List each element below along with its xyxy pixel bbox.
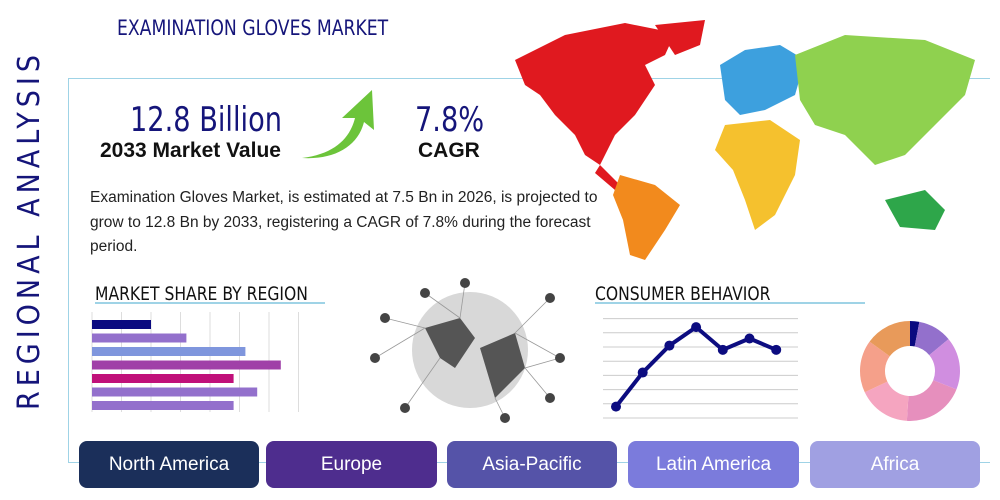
- bar: [92, 374, 234, 383]
- data-point: [771, 344, 782, 355]
- data-point: [744, 333, 755, 344]
- network-globe: [370, 278, 565, 423]
- region-asia-pacific-button[interactable]: Asia-Pacific: [447, 441, 617, 488]
- donut-slice: [929, 339, 960, 390]
- page-title: EXAMINATION GLOVES MARKET: [117, 16, 389, 40]
- market-value-label: 2033 Market Value: [100, 139, 281, 162]
- side-title: REGIONAL ANALYSIS: [12, 49, 47, 410]
- bar: [92, 320, 151, 329]
- region-north-america-button[interactable]: North America: [79, 441, 259, 488]
- region-africa-button[interactable]: Africa: [810, 441, 980, 488]
- donut-slice: [914, 321, 949, 356]
- description: Examination Gloves Market, is estimated …: [90, 189, 598, 255]
- map-europe: [720, 45, 805, 115]
- data-point: [637, 367, 648, 378]
- divider: [95, 302, 325, 304]
- map-oceania: [885, 190, 945, 230]
- consumer-donut-chart: [860, 321, 960, 421]
- map-greenland: [655, 20, 705, 55]
- green-up-arrow-icon: [302, 90, 374, 159]
- cagr-value: 7.8%: [415, 100, 485, 140]
- data-point: [611, 401, 621, 412]
- data-point: [691, 322, 702, 333]
- donut-slice: [906, 380, 957, 421]
- map-africa: [715, 120, 800, 230]
- bar: [92, 387, 258, 397]
- region-latin-america-button[interactable]: Latin America: [628, 441, 799, 488]
- world-map: [515, 20, 975, 260]
- cagr-label: CAGR: [418, 139, 480, 162]
- market-share-bar-chart: [91, 312, 299, 412]
- market-share-heading: MARKET SHARE BY REGION: [95, 283, 308, 305]
- bar: [92, 401, 234, 410]
- map-asia: [795, 35, 975, 165]
- donut-slice: [869, 321, 910, 357]
- donut-slice: [860, 341, 890, 393]
- divider: [595, 302, 865, 304]
- donut-slice: [910, 321, 920, 347]
- consumer-line-chart: [603, 318, 798, 419]
- bar: [92, 360, 281, 370]
- map-south-america: [613, 175, 680, 260]
- map-north-america: [515, 23, 675, 165]
- donut-slice: [864, 381, 909, 421]
- map-central-america: [595, 165, 620, 190]
- bar: [92, 347, 246, 356]
- consumer-behavior-heading: CONSUMER BEHAVIOR: [595, 283, 771, 305]
- region-europe-button[interactable]: Europe: [266, 441, 437, 488]
- data-point: [717, 344, 728, 355]
- market-value: 12.8 Billion: [130, 100, 282, 140]
- bar: [92, 333, 187, 343]
- data-point: [664, 340, 675, 351]
